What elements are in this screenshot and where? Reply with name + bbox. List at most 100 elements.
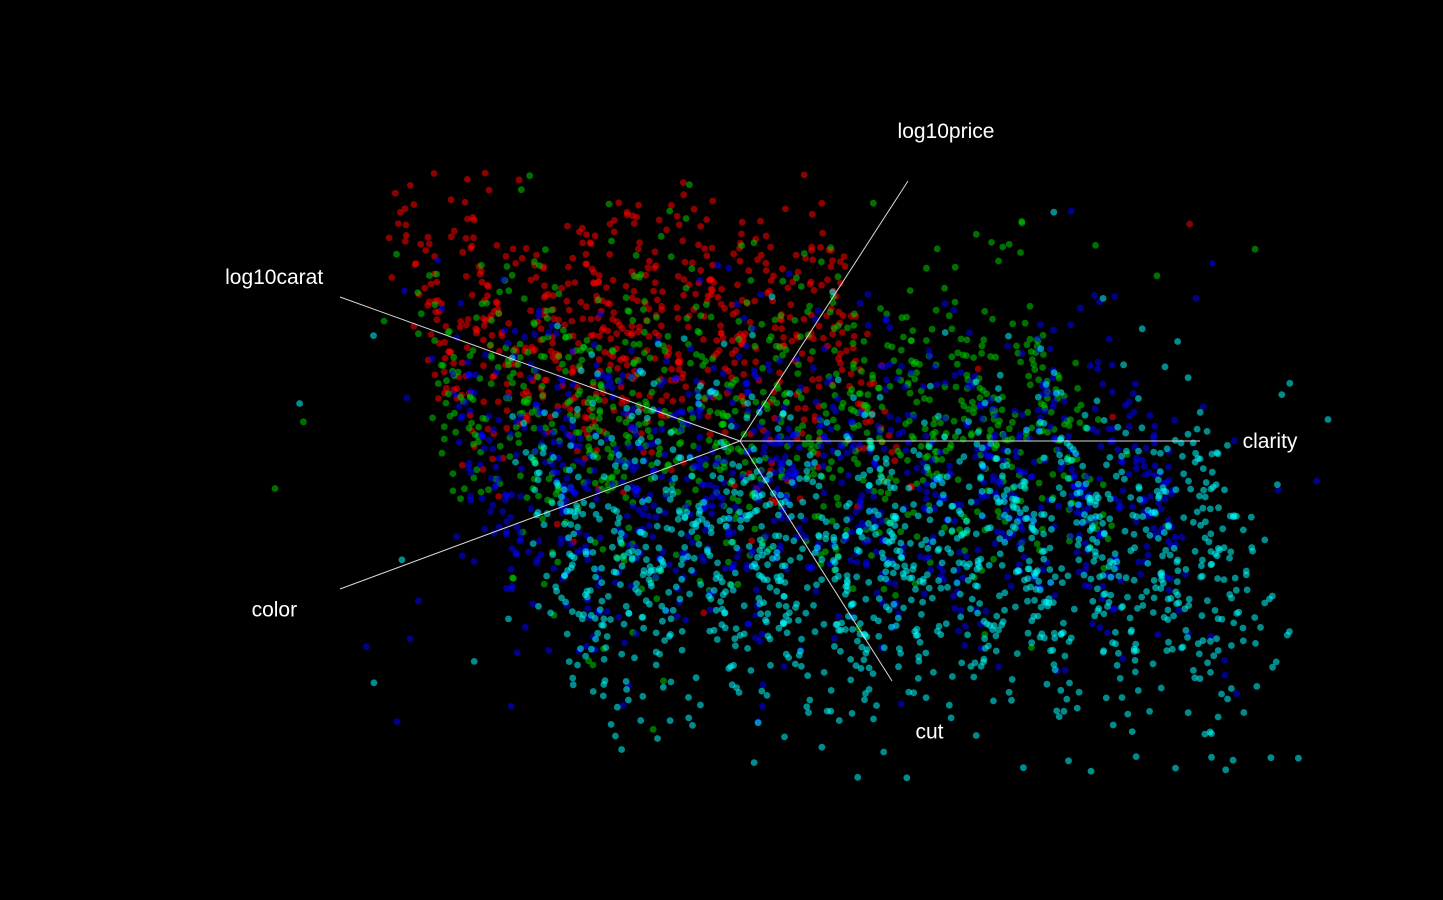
scatter-point	[451, 409, 458, 417]
scatter-point	[549, 460, 556, 468]
scatter-point	[993, 612, 1001, 620]
scatter-point	[808, 246, 815, 254]
scatter-point	[601, 397, 609, 405]
scatter-point	[941, 300, 949, 308]
scatter-point	[459, 248, 467, 256]
scatter-point	[740, 314, 748, 322]
scatter-point	[577, 367, 585, 375]
scatter-point	[911, 375, 919, 383]
scatter-point	[609, 276, 617, 284]
scatter-point	[1067, 207, 1075, 215]
scatter-point	[635, 201, 642, 209]
scatter-point	[775, 433, 783, 440]
scatter-point	[747, 473, 755, 481]
scatter-point	[598, 564, 605, 572]
scatter-point	[1075, 480, 1082, 488]
scatter-point	[1112, 628, 1119, 636]
scatter-point	[792, 468, 800, 476]
scatter-point	[645, 512, 653, 520]
scatter-point	[891, 502, 899, 510]
scatter-point	[532, 447, 539, 455]
scatter-point	[785, 270, 793, 278]
scatter-point	[1207, 485, 1215, 493]
scatter-point	[1082, 480, 1090, 488]
scatter-point	[1126, 412, 1133, 420]
scatter-point	[1193, 508, 1201, 516]
scatter-point	[484, 292, 491, 299]
scatter-point	[677, 426, 685, 433]
scatter-point	[843, 347, 850, 355]
scatter-point	[887, 484, 894, 491]
scatter-point	[1182, 626, 1190, 634]
scatter-point	[738, 392, 746, 400]
scatter-point	[647, 579, 655, 587]
scatter-point	[676, 440, 683, 448]
scatter-point	[827, 707, 835, 715]
scatter-point	[864, 290, 872, 298]
scatter-point	[575, 529, 583, 536]
scatter-point	[1046, 544, 1054, 552]
scatter-point	[938, 479, 946, 487]
scatter-point	[890, 600, 898, 608]
scatter-point	[515, 439, 523, 447]
scatter-point	[697, 581, 705, 588]
scatter-point	[485, 412, 493, 420]
scatter-point	[773, 549, 781, 556]
scatter-point	[658, 302, 665, 310]
scatter-point	[645, 496, 652, 504]
scatter-point	[834, 273, 842, 281]
scatter-point	[709, 261, 717, 269]
scatter-point	[681, 544, 689, 551]
scatter-point	[621, 338, 629, 346]
scatter-point	[702, 527, 709, 534]
scatter-point	[1162, 546, 1170, 554]
scatter-point	[1099, 481, 1107, 489]
scatter-point	[913, 398, 921, 406]
scatter-point	[1218, 690, 1225, 698]
scatter-point	[689, 722, 696, 729]
scatter-point	[1079, 462, 1087, 470]
scatter-point	[692, 303, 700, 311]
scatter-point	[914, 512, 922, 520]
scatter-point	[777, 499, 785, 507]
scatter-point	[782, 534, 790, 542]
scatter-point	[558, 284, 565, 292]
scatter-point	[706, 552, 714, 559]
scatter-point	[1067, 532, 1075, 540]
scatter-point	[837, 279, 844, 287]
scatter-point	[480, 362, 487, 369]
scatter-point	[461, 198, 469, 206]
scatter-point	[746, 318, 754, 326]
scatter-point	[503, 380, 511, 388]
scatter-point	[480, 322, 488, 329]
scatter-point	[882, 455, 890, 462]
scatter-point	[1070, 472, 1078, 480]
scatter-point	[708, 244, 716, 252]
scatter-point	[697, 701, 704, 709]
scatter-point	[457, 495, 464, 503]
scatter-point	[655, 451, 663, 458]
scatter-point	[704, 366, 712, 374]
scatter-point	[516, 340, 524, 348]
scatter-point	[521, 623, 529, 631]
scatter-point	[933, 245, 941, 253]
scatter-point	[1023, 341, 1031, 349]
scatter-point	[680, 191, 688, 199]
scatter-point	[1180, 470, 1187, 478]
scatter-point	[599, 546, 607, 553]
scatter-point	[818, 556, 826, 563]
scatter-point	[697, 223, 705, 230]
scatter-point	[690, 442, 697, 450]
scatter-point	[605, 366, 613, 374]
scatter-point	[554, 383, 561, 391]
scatter-point	[502, 530, 510, 538]
scatter-point	[923, 463, 931, 471]
scatter-point	[1119, 458, 1126, 466]
scatter-point	[901, 562, 909, 570]
scatter-point	[888, 343, 896, 351]
scatter-point	[1109, 721, 1117, 729]
scatter-point	[1231, 574, 1239, 582]
scatter-point	[1077, 401, 1085, 409]
scatter-point	[900, 604, 907, 612]
scatter-point	[697, 382, 704, 390]
